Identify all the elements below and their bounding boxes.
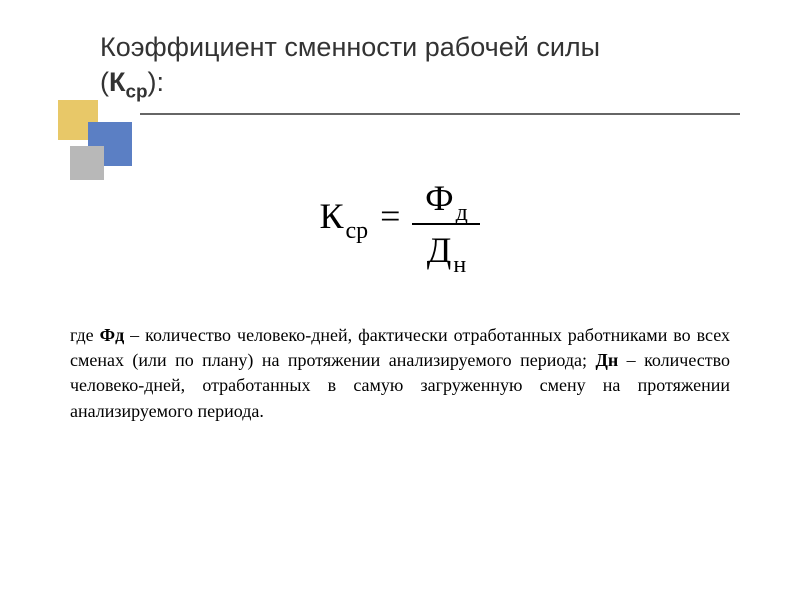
equals-sign: = — [380, 175, 400, 237]
description-text: где Фд – количество человеко-дней, факти… — [70, 323, 730, 424]
fraction: Ф д Д н — [412, 175, 480, 273]
title-paren-open: ( — [100, 67, 109, 97]
formula-area: К ср = Ф д Д н — [60, 175, 740, 273]
title-underline — [140, 113, 740, 115]
term-1: Фд — [100, 325, 125, 345]
denominator: Д н — [421, 227, 472, 273]
term-2: Дн — [595, 350, 618, 370]
lhs-sub: ср — [346, 218, 369, 245]
header-area: Коэффициент сменности рабочей силы (Кср)… — [60, 30, 740, 115]
slide-container: Коэффициент сменности рабочей силы (Кср)… — [0, 0, 800, 600]
formula: К ср = Ф д Д н — [320, 175, 481, 273]
fraction-line — [412, 223, 480, 225]
slide-title: Коэффициент сменности рабочей силы (Кср)… — [100, 30, 740, 105]
title-symbol-k: К — [109, 67, 125, 97]
where-label: где — [70, 325, 100, 345]
denominator-main: Д — [427, 229, 452, 271]
title-paren-close: ): — [148, 67, 165, 97]
square-gray — [70, 146, 104, 180]
numerator-main: Ф — [425, 177, 453, 219]
denominator-sub: н — [453, 252, 466, 279]
formula-lhs: К ср — [320, 175, 369, 237]
lhs-main: К — [320, 195, 344, 237]
numerator: Ф д — [419, 175, 474, 221]
title-text: Коэффициент сменности рабочей силы — [100, 32, 600, 62]
decorative-squares — [50, 100, 140, 190]
numerator-sub: д — [456, 200, 468, 227]
